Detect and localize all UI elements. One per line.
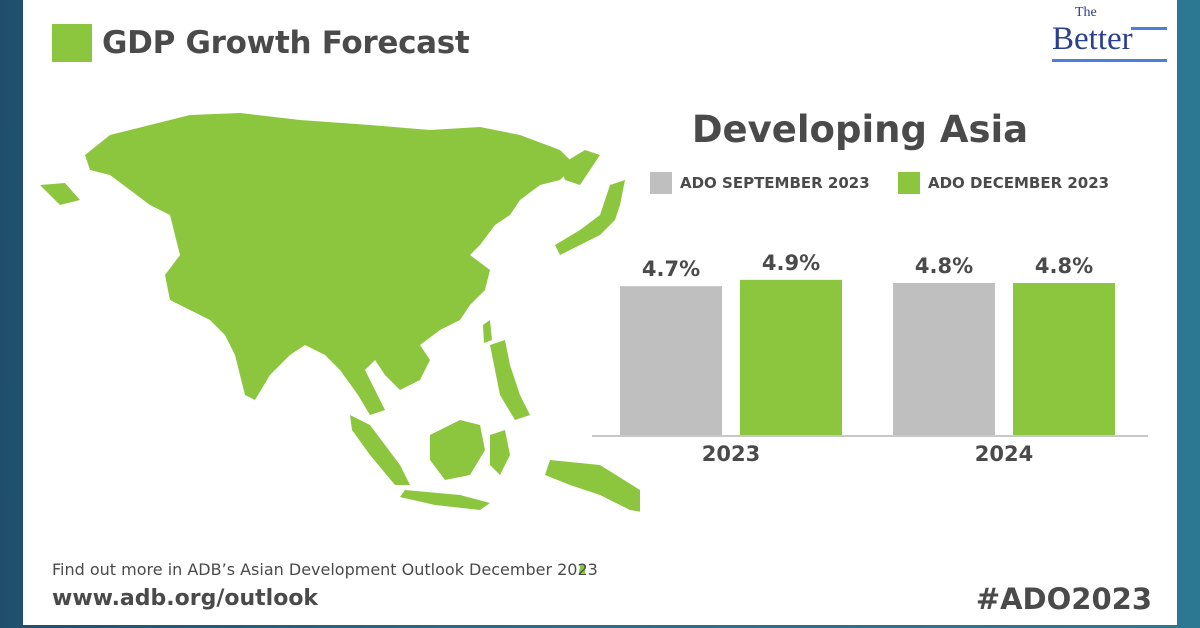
kamchatka bbox=[560, 150, 600, 185]
footer-link[interactable]: www.adb.org/outlook bbox=[52, 586, 319, 611]
data-label: 4.8% bbox=[1035, 254, 1093, 278]
data-label: 4.9% bbox=[762, 251, 820, 275]
logo: The Better bbox=[1052, 6, 1167, 66]
taiwan bbox=[483, 320, 492, 343]
legend-label: ADO SEPTEMBER 2023 bbox=[680, 174, 870, 192]
philippines bbox=[490, 340, 530, 420]
bar bbox=[620, 286, 722, 435]
chart-title: Developing Asia bbox=[691, 108, 1029, 151]
data-label: 4.8% bbox=[915, 254, 973, 278]
new-guinea bbox=[545, 460, 640, 512]
legend-swatch-grey bbox=[650, 172, 672, 194]
sumatra bbox=[350, 415, 410, 485]
mainland-asia bbox=[85, 113, 575, 415]
logo-bar bbox=[1131, 27, 1167, 30]
legend-label: ADO DECEMBER 2023 bbox=[928, 174, 1110, 192]
footer-note: Find out more in ADB’s Asian Development… bbox=[52, 560, 598, 579]
legend-swatch-green bbox=[898, 172, 920, 194]
pacific-islands bbox=[579, 565, 586, 573]
logo-underline bbox=[1052, 59, 1167, 62]
japan bbox=[555, 180, 625, 255]
x-tick-label: 2023 bbox=[702, 442, 760, 466]
bar bbox=[893, 283, 995, 435]
logo-main-text: Better bbox=[1052, 21, 1133, 57]
asia-map-icon bbox=[40, 113, 640, 573]
legend-item-september: ADO SEPTEMBER 2023 bbox=[650, 172, 870, 194]
data-label: 4.7% bbox=[642, 257, 700, 281]
x-tick-label: 2024 bbox=[975, 442, 1033, 466]
borneo bbox=[430, 420, 485, 480]
title-swatch bbox=[52, 24, 92, 62]
bar bbox=[740, 279, 842, 435]
sakhalin-islands bbox=[40, 183, 80, 205]
title-block: GDP Growth Forecast bbox=[52, 24, 470, 62]
java bbox=[400, 490, 490, 510]
logo-small-text: The bbox=[1075, 5, 1097, 20]
page-title: GDP Growth Forecast bbox=[102, 25, 470, 61]
bar bbox=[1013, 283, 1115, 435]
sulawesi bbox=[490, 430, 510, 475]
hashtag: #ADO2023 bbox=[975, 582, 1152, 616]
legend-item-december: ADO DECEMBER 2023 bbox=[898, 172, 1109, 194]
